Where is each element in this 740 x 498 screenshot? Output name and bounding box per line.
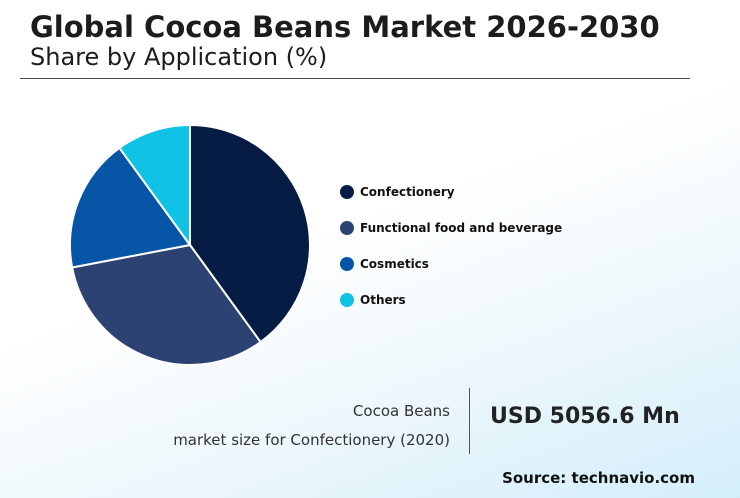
legend-label: Others bbox=[360, 293, 406, 307]
source-label: Source: technavio.com bbox=[502, 469, 695, 487]
market-value: USD 5056.6 Mn bbox=[490, 404, 680, 429]
title-divider bbox=[20, 78, 690, 79]
caption-line-1: Cocoa Beans bbox=[352, 402, 450, 420]
legend-swatch bbox=[340, 185, 354, 199]
legend-swatch bbox=[340, 257, 354, 271]
chart-legend: Confectionery Functional food and beverag… bbox=[340, 174, 562, 318]
market-caption: Cocoa Beans market size for Confectioner… bbox=[173, 397, 450, 455]
legend-label: Cosmetics bbox=[360, 257, 429, 271]
legend-item-cosmetics: Cosmetics bbox=[340, 246, 562, 282]
legend-swatch bbox=[340, 221, 354, 235]
caption-line-2: market size for Confectionery (2020) bbox=[173, 431, 450, 449]
pie-slices bbox=[69, 123, 311, 366]
legend-swatch bbox=[340, 293, 354, 307]
legend-item-functional-food-and-beverage: Functional food and beverage bbox=[340, 210, 562, 246]
caption-divider bbox=[469, 388, 470, 454]
pie-slice-cosmetics bbox=[69, 146, 192, 269]
legend-label: Functional food and beverage bbox=[360, 221, 563, 235]
legend-label: Confectionery bbox=[360, 185, 455, 199]
chart-subtitle: Share by Application (%) bbox=[30, 43, 328, 71]
pie-slice-others bbox=[118, 123, 191, 249]
pie-slice-functional-food-and-beverage bbox=[70, 243, 262, 366]
legend-item-others: Others bbox=[340, 282, 562, 318]
legend-item-confectionery: Confectionery bbox=[340, 174, 562, 210]
chart-title: Global Cocoa Beans Market 2026-2030 bbox=[30, 10, 660, 44]
pie-slice-confectionery bbox=[189, 123, 311, 344]
